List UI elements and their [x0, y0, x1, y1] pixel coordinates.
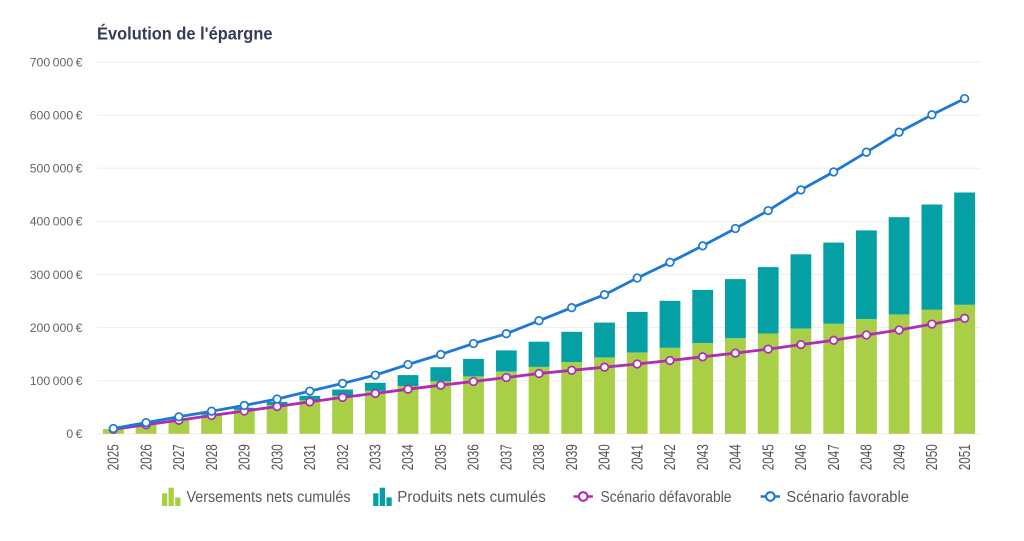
svg-text:Versements nets cumulés: Versements nets cumulés [187, 489, 351, 506]
svg-text:Scénario favorable: Scénario favorable [786, 489, 909, 506]
svg-text:300 000 €: 300 000 € [30, 268, 83, 282]
svg-text:2029: 2029 [237, 444, 254, 470]
svg-text:2030: 2030 [269, 444, 286, 470]
svg-text:2042: 2042 [662, 444, 679, 470]
svg-text:500 000 €: 500 000 € [30, 162, 83, 176]
svg-text:2035: 2035 [433, 444, 450, 470]
svg-text:2036: 2036 [466, 444, 483, 470]
svg-text:2048: 2048 [859, 444, 876, 470]
svg-text:200 000 €: 200 000 € [30, 321, 83, 335]
svg-text:700 000 €: 700 000 € [30, 55, 83, 69]
svg-text:Produits nets cumulés: Produits nets cumulés [397, 489, 546, 506]
svg-text:0 €: 0 € [66, 427, 82, 441]
svg-text:2041: 2041 [629, 444, 646, 470]
svg-text:2034: 2034 [400, 444, 417, 470]
svg-text:2025: 2025 [106, 444, 123, 470]
svg-text:2032: 2032 [335, 444, 352, 470]
svg-text:2050: 2050 [924, 444, 941, 470]
svg-text:Scénario défavorable: Scénario défavorable [601, 489, 732, 506]
svg-text:600 000 €: 600 000 € [30, 109, 83, 123]
svg-text:2047: 2047 [826, 444, 843, 470]
svg-text:2039: 2039 [564, 444, 581, 470]
svg-text:2037: 2037 [499, 444, 516, 470]
svg-text:2051: 2051 [957, 444, 974, 470]
svg-text:2026: 2026 [138, 444, 155, 470]
svg-text:2046: 2046 [793, 444, 810, 470]
svg-text:100 000 €: 100 000 € [30, 374, 83, 388]
svg-text:2033: 2033 [368, 444, 385, 470]
svg-text:400 000 €: 400 000 € [30, 215, 83, 229]
svg-text:Évolution de l'épargne: Évolution de l'épargne [97, 23, 273, 44]
svg-text:2027: 2027 [171, 444, 188, 470]
svg-text:2031: 2031 [302, 444, 319, 470]
svg-text:2044: 2044 [728, 444, 745, 470]
svg-text:2049: 2049 [891, 444, 908, 470]
svg-text:2045: 2045 [760, 444, 777, 470]
svg-text:2038: 2038 [531, 444, 548, 470]
svg-text:2043: 2043 [695, 444, 712, 470]
svg-text:2040: 2040 [597, 444, 614, 470]
svg-text:2028: 2028 [204, 444, 221, 470]
